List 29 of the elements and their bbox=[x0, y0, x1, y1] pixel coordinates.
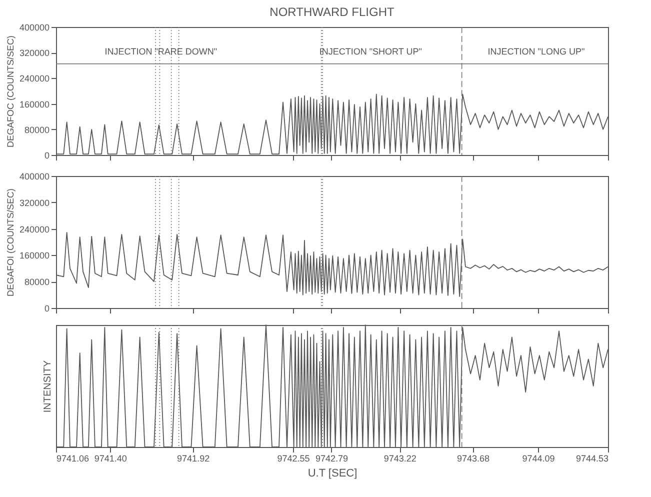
chart-title: NORTHWARD FLIGHT bbox=[270, 5, 395, 19]
y-tick-label: 0 bbox=[44, 304, 50, 314]
x-tick-label: 9743.22 bbox=[384, 454, 416, 464]
y-tick-label: 160000 bbox=[19, 99, 50, 110]
y-tick-label: 320000 bbox=[19, 48, 50, 58]
y-tick-label: 80000 bbox=[24, 124, 50, 135]
x-axis-title: U.T [SEC] bbox=[308, 468, 358, 480]
x-tick-label: 9741.06 bbox=[56, 454, 90, 464]
x-tick-label: 9742.79 bbox=[315, 454, 348, 464]
x-tick-label: 9741.92 bbox=[177, 454, 210, 464]
x-tick-label: 9744.53 bbox=[576, 454, 608, 464]
x-tick-label: 9742.55 bbox=[277, 454, 310, 464]
annotation: INJECTION "SHORT UP" bbox=[319, 46, 422, 56]
y-tick-label: 80000 bbox=[24, 277, 50, 288]
y-axis-title: INTENSITY bbox=[42, 360, 54, 413]
y-tick-label: 160000 bbox=[19, 250, 50, 261]
y-tick-label: 320000 bbox=[19, 198, 50, 208]
x-tick-label: 9743.68 bbox=[457, 454, 490, 464]
x-tick-label: 9741.40 bbox=[94, 454, 127, 464]
y-axis-title: DEGAFOC (COUNTS/SEC) bbox=[5, 35, 16, 148]
y-tick-label: 240000 bbox=[19, 74, 50, 84]
y-axis-title: DEGAFOI (COUNTS/SEC) bbox=[5, 188, 16, 297]
annotation: INJECTION "LONG UP" bbox=[488, 46, 585, 56]
y-tick-label: 400000 bbox=[19, 172, 50, 182]
y-tick-label: 400000 bbox=[19, 22, 50, 32]
y-tick-label: 240000 bbox=[19, 224, 50, 234]
annotation: INJECTION "RARE DOWN" bbox=[104, 46, 218, 56]
y-tick-label: 0 bbox=[44, 150, 50, 160]
x-tick-label: 9744.09 bbox=[522, 454, 555, 464]
